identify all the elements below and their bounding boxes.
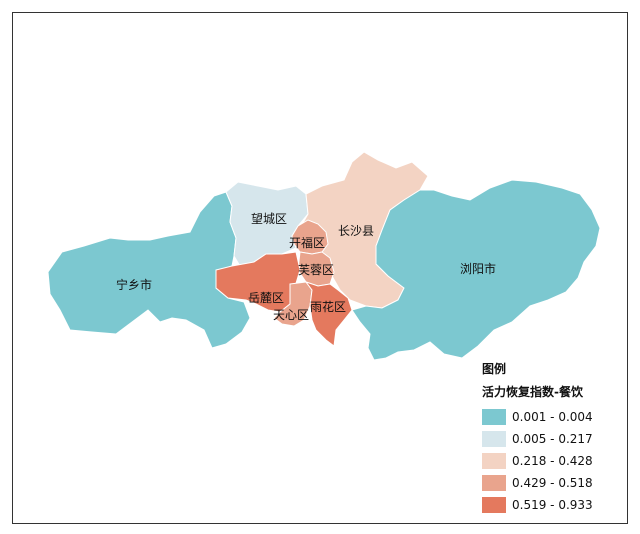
legend-title: 图例 xyxy=(482,362,507,376)
legend-swatch xyxy=(482,431,506,447)
legend-subtitle: 活力恢复指数-餐饮 xyxy=(482,385,583,399)
legend-swatch xyxy=(482,453,506,469)
legend-swatch xyxy=(482,497,506,513)
label-tianxin: 天心区 xyxy=(273,308,309,322)
region-furong[interactable] xyxy=(297,251,335,287)
region-liuyang[interactable] xyxy=(351,179,601,361)
label-wangcheng: 望城区 xyxy=(251,212,287,226)
legend-label: 0.001 - 0.004 xyxy=(512,410,593,424)
legend-label: 0.005 - 0.217 xyxy=(512,432,593,446)
label-changshaxian: 长沙县 xyxy=(338,224,374,238)
region-wangcheng[interactable] xyxy=(225,181,309,267)
legend-label: 0.429 - 0.518 xyxy=(512,476,593,490)
legend-swatch xyxy=(482,475,506,491)
legend-item: 0.429 - 0.518 xyxy=(482,472,622,494)
region-yuhua[interactable] xyxy=(304,281,353,347)
legend-swatch xyxy=(482,409,506,425)
label-yuelu: 岳麓区 xyxy=(248,291,284,305)
label-liuyang: 浏阳市 xyxy=(460,261,496,276)
label-kaifu: 开福区 xyxy=(289,235,325,250)
legend-label: 0.218 - 0.428 xyxy=(512,454,593,468)
label-furong: 芙蓉区 xyxy=(298,263,334,277)
legend-item: 0.218 - 0.428 xyxy=(482,450,622,472)
legend-item: 0.005 - 0.217 xyxy=(482,428,622,450)
legend: 图例 活力恢复指数-餐饮 0.001 - 0.004 0.005 - 0.217… xyxy=(482,360,622,516)
legend-item: 0.519 - 0.933 xyxy=(482,494,622,516)
label-yuhua: 雨花区 xyxy=(310,299,346,314)
label-ningxiang: 宁乡市 xyxy=(116,277,152,292)
legend-item: 0.001 - 0.004 xyxy=(482,406,622,428)
legend-label: 0.519 - 0.933 xyxy=(512,498,593,512)
